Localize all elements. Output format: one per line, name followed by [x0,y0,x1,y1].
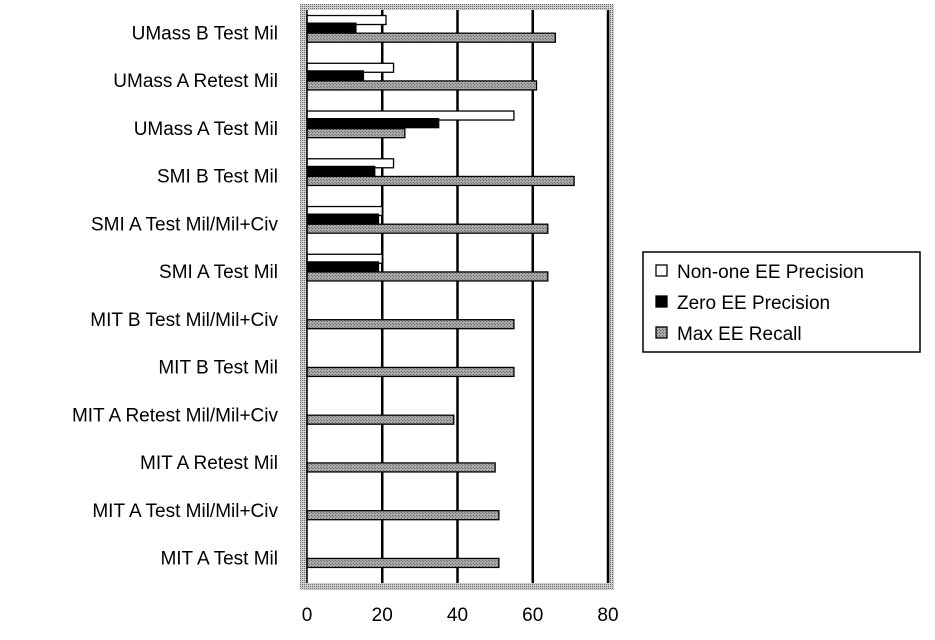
bar [306,366,515,378]
category-label: SMI A Test Mil/Mil+Civ [91,214,279,235]
category-label: MIT B Test Mil/Mil+Civ [90,310,278,331]
bar [306,462,496,473]
category-label: SMI B Test Mil [157,167,278,188]
category-label: MIT A Test Mil/Mil+Civ [92,501,278,522]
legend-label: Zero EE Precision [677,293,830,314]
x-tick-label: 20 [372,605,393,626]
legend-swatch [655,295,668,308]
legend-label: Non-one EE Precision [677,262,864,283]
legend-box [642,251,921,353]
bar [306,70,365,81]
bar [306,557,500,569]
bar [306,80,538,91]
bar [306,271,549,282]
x-tick-label: 80 [597,605,618,626]
category-label: UMass A Test Mil [134,119,278,140]
bar [306,319,515,330]
category-label: MIT A Retest Mil/Mil+Civ [72,405,279,426]
legend-swatch [655,264,668,277]
bar [306,128,406,139]
bar [306,175,575,187]
category-label: SMI A Test Mil [159,262,278,283]
legend-swatch [655,326,668,339]
bar [306,261,380,272]
bar [306,118,440,129]
bar [306,223,549,234]
bar [306,510,500,521]
bar [306,213,380,224]
category-label: MIT B Test Mil [158,358,278,379]
x-tick-label: 0 [302,605,313,626]
bar [306,414,455,425]
category-label: UMass B Test Mil [132,23,278,44]
bar [306,165,376,177]
legend-label: Max EE Recall [677,324,802,345]
bar [306,32,556,43]
x-tick-label: 40 [447,605,468,626]
category-label: UMass A Retest Mil [113,71,278,92]
category-label: MIT A Retest Mil [140,453,278,474]
bar [306,22,357,33]
x-tick-label: 60 [522,605,543,626]
category-label: MIT A Test Mil [160,549,278,570]
